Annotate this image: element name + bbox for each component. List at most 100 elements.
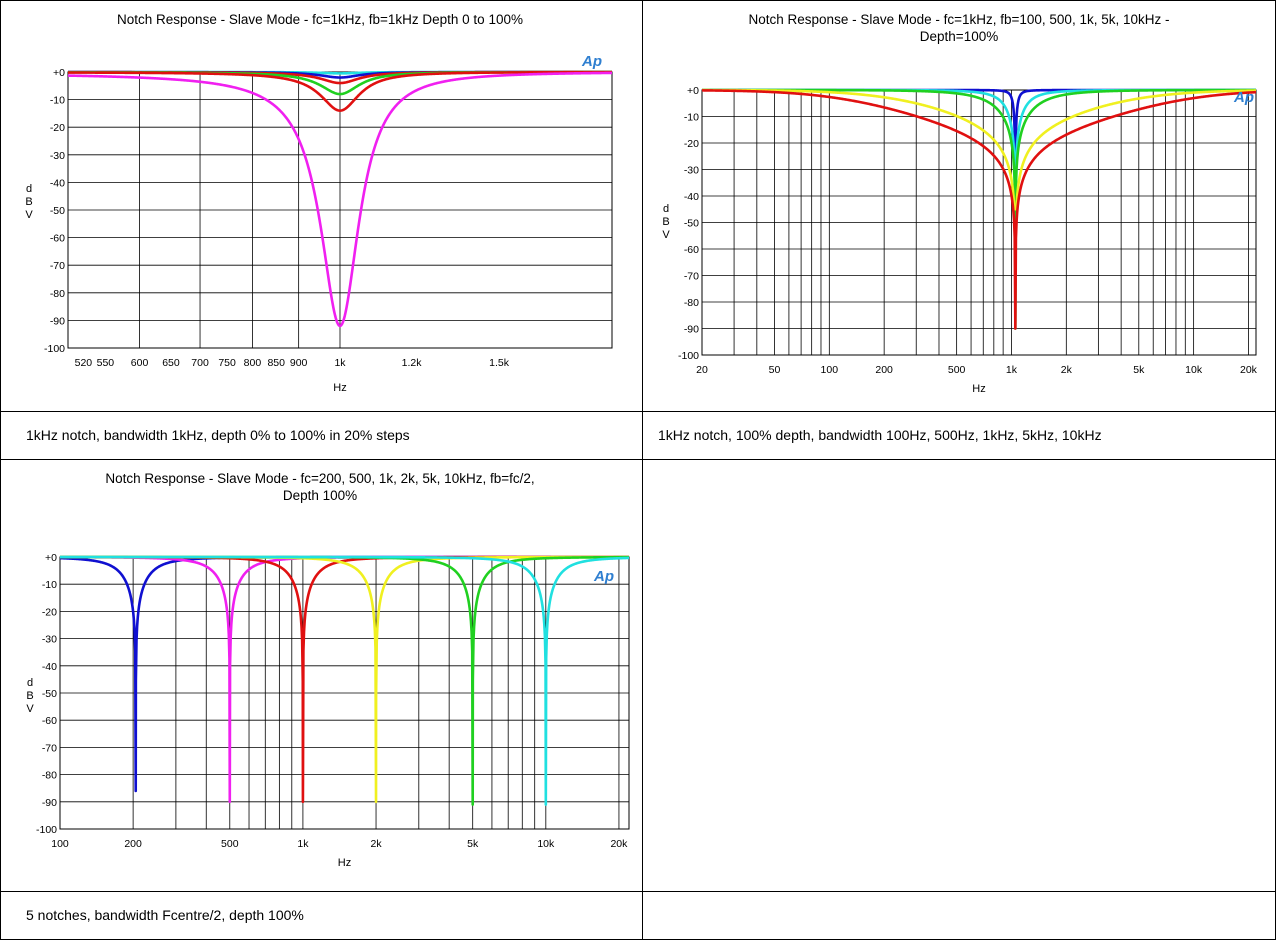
series-line-6: [67, 71, 613, 328]
series-line-4: [59, 555, 630, 804]
x-tick-label: 20k: [610, 838, 628, 850]
x-tick-label: 600: [131, 357, 149, 369]
y-tick-label: -90: [684, 324, 699, 336]
y-tick-label: -90: [50, 315, 65, 327]
chart-title: Depth=100%: [920, 29, 998, 44]
y-tick-label: -10: [684, 112, 699, 124]
x-tick-label: 2k: [1061, 364, 1073, 376]
y-tick-label: -80: [42, 770, 57, 782]
y-axis-label: V: [26, 703, 34, 715]
x-tick-label: 1.2k: [402, 357, 423, 369]
x-tick-label: 20: [696, 364, 708, 376]
x-tick-label: 5k: [467, 838, 479, 850]
y-tick-label: +0: [45, 552, 57, 564]
y-tick-label: -100: [678, 350, 699, 362]
y-tick-label: -60: [42, 715, 57, 727]
y-tick-label: -70: [50, 260, 65, 272]
y-tick-label: -50: [42, 688, 57, 700]
caption-chart-3: 5 notches, bandwidth Fcentre/2, depth 10…: [26, 907, 304, 923]
y-tick-label: -10: [42, 579, 57, 591]
caption-chart-2: 1kHz notch, 100% depth, bandwidth 100Hz,…: [658, 427, 1102, 443]
chart-title: Notch Response - Slave Mode - fc=1kHz, f…: [749, 12, 1170, 27]
y-axis-label: B: [26, 690, 33, 702]
y-tick-label: +0: [53, 67, 65, 79]
x-tick-label: 850: [267, 357, 285, 369]
series-line-1: [701, 88, 1257, 238]
series-line-6: [59, 555, 630, 806]
x-tick-label: 5k: [1133, 364, 1145, 376]
y-tick-label: -100: [36, 824, 57, 836]
series-line-5: [59, 555, 630, 806]
x-tick-label: 550: [97, 357, 115, 369]
x-tick-label: 10k: [1185, 364, 1203, 376]
x-tick-label: 750: [218, 357, 236, 369]
row-divider: [1, 411, 1275, 412]
y-tick-label: -70: [42, 742, 57, 754]
ap-logo: Ap: [593, 568, 614, 585]
chart-title: Depth 100%: [283, 488, 357, 503]
y-axis-label: V: [662, 229, 670, 241]
ap-logo: Ap: [581, 53, 602, 70]
x-tick-label: 50: [769, 364, 781, 376]
y-axis-label: d: [27, 677, 33, 689]
y-tick-label: -60: [50, 233, 65, 245]
column-divider: [642, 1, 643, 939]
chart-notch-depth: Notch Response - Slave Mode - fc=1kHz, f…: [25, 12, 613, 394]
y-tick-label: -40: [50, 177, 65, 189]
y-axis-label: V: [25, 209, 33, 221]
x-tick-label: 1.5k: [489, 357, 510, 369]
x-tick-label: 700: [191, 357, 209, 369]
chart-title: Notch Response - Slave Mode - fc=200, 50…: [105, 471, 534, 486]
y-tick-label: -40: [42, 661, 57, 673]
x-tick-label: 650: [162, 357, 180, 369]
series-line-2: [59, 555, 630, 804]
x-axis-label: Hz: [338, 857, 351, 869]
x-tick-label: 500: [221, 838, 239, 850]
chart-title: Notch Response - Slave Mode - fc=1kHz, f…: [117, 12, 523, 27]
row-divider: [1, 459, 1275, 460]
x-tick-label: 100: [821, 364, 839, 376]
series-line-3: [59, 555, 630, 804]
y-axis-label: d: [26, 183, 32, 195]
y-tick-label: +0: [687, 85, 699, 97]
chart-notch-bandwidth: Notch Response - Slave Mode - fc=1kHz, f…: [662, 12, 1258, 395]
y-tick-label: -90: [42, 797, 57, 809]
ap-logo: Ap: [1233, 89, 1254, 106]
x-tick-label: 1k: [334, 357, 346, 369]
x-tick-label: 900: [290, 357, 308, 369]
x-tick-label: 1k: [1006, 364, 1018, 376]
x-tick-label: 500: [948, 364, 966, 376]
y-tick-label: -10: [50, 95, 65, 107]
y-axis-label: d: [663, 203, 669, 215]
y-tick-label: -20: [50, 122, 65, 134]
series-line-5: [67, 70, 613, 112]
series-line-2: [701, 88, 1257, 277]
x-tick-label: 1k: [297, 838, 309, 850]
y-tick-label: -40: [684, 191, 699, 203]
y-tick-label: -70: [684, 271, 699, 283]
y-axis-label: B: [25, 196, 32, 208]
x-tick-label: 200: [124, 838, 142, 850]
plot-frame: [67, 71, 613, 349]
x-tick-label: 20k: [1240, 364, 1258, 376]
y-tick-label: -80: [50, 288, 65, 300]
y-tick-label: -50: [50, 205, 65, 217]
x-tick-label: 100: [51, 838, 69, 850]
x-tick-label: 10k: [537, 838, 555, 850]
y-tick-label: -60: [684, 244, 699, 256]
x-tick-label: 200: [875, 364, 893, 376]
chart-five-notches: Notch Response - Slave Mode - fc=200, 50…: [26, 471, 630, 869]
y-tick-label: -20: [42, 606, 57, 618]
y-tick-label: -30: [42, 634, 57, 646]
series-line-5: [701, 89, 1257, 330]
y-tick-label: -20: [684, 138, 699, 150]
y-tick-label: -50: [684, 218, 699, 230]
x-tick-label: 800: [244, 357, 262, 369]
series-line-4: [701, 88, 1257, 211]
y-tick-label: -30: [50, 150, 65, 162]
x-tick-label: 520: [75, 357, 93, 369]
y-tick-label: -30: [684, 165, 699, 177]
row-divider: [1, 891, 1275, 892]
series-line-1: [59, 555, 630, 793]
